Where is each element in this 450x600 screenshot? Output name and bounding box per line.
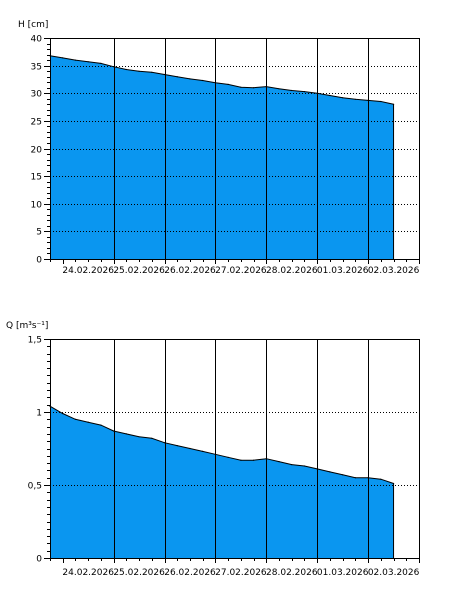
chart-2: 0 0,5 1 1,5 24.02.2026 25.02.2026 26.02.2026 27… [6, 321, 420, 578]
x-tick-label: 27.02.2026 [215, 266, 267, 276]
data-point [100, 62, 102, 64]
data-point [380, 100, 382, 103]
data-point [125, 433, 127, 435]
data-point [62, 57, 64, 59]
data-point [240, 459, 242, 461]
y-tick-label: 10 [31, 201, 43, 211]
data-point [278, 88, 280, 90]
x-tick-label: 02.03.2026 [368, 568, 420, 578]
data-point [354, 98, 356, 100]
data-point [227, 456, 229, 458]
data-point [202, 450, 204, 452]
data-point [240, 86, 242, 88]
x-tick-label: 01.03.2026 [317, 266, 369, 276]
y-tick-label: 0 [36, 555, 42, 565]
y-tick-label: 30 [31, 90, 43, 100]
data-point [253, 87, 255, 89]
data-point [189, 447, 191, 450]
y-tick-label: 0,5 [28, 482, 42, 492]
data-line [49, 55, 394, 105]
data-point [329, 471, 331, 473]
data-point [113, 430, 115, 432]
data-point [303, 91, 306, 93]
y-tick-label: 35 [31, 63, 42, 73]
x-tick-label: 01.03.2026 [317, 568, 369, 578]
y-tick-label: 0 [36, 256, 42, 266]
data-point [87, 61, 89, 63]
data-point [163, 442, 166, 444]
data-point [202, 79, 204, 82]
data-point [151, 71, 153, 73]
y-axis-unit-label: H [cm] [18, 20, 48, 30]
x-tick-label: 26.02.2026 [164, 568, 216, 578]
data-point [100, 424, 102, 426]
x-tick-label: 28.02.2026 [266, 568, 318, 578]
x-tick-label: 24.02.2026 [62, 568, 114, 578]
data-point [62, 412, 64, 415]
x-tick-label: 26.02.2026 [164, 266, 216, 276]
x-tick-label: 28.02.2026 [266, 266, 318, 276]
y-tick-label: 40 [31, 35, 43, 45]
y-tick-label: 5 [36, 228, 42, 238]
x-tick-label: 02.03.2026 [368, 266, 420, 276]
data-point [138, 70, 140, 72]
data-point [87, 421, 89, 423]
data-point [176, 445, 178, 447]
plot-frame [50, 38, 420, 260]
y-tick-label: 20 [31, 146, 43, 156]
data-point [354, 477, 356, 479]
data-point [253, 459, 255, 461]
y-axis-unit-label: Q [m³s⁻¹] [6, 321, 48, 331]
data-point [138, 436, 140, 438]
data-point [329, 94, 331, 97]
data-point [163, 73, 166, 76]
x-tick-label: 25.02.2026 [113, 266, 165, 276]
data-point [380, 478, 382, 480]
y-tick-label: 1 [36, 409, 42, 419]
data-area [50, 55, 394, 260]
data-point [74, 59, 76, 61]
y-tick-label: 25 [31, 118, 42, 128]
data-point [342, 474, 344, 476]
data-point [189, 78, 191, 80]
data-point [291, 464, 293, 466]
y-tick-label: 1,5 [28, 336, 42, 346]
data-point [278, 461, 280, 463]
data-point [342, 97, 344, 99]
data-area [50, 406, 394, 558]
plot-frame [50, 339, 420, 559]
x-tick-label: 24.02.2026 [62, 266, 114, 276]
data-point [151, 437, 153, 439]
data-point [291, 89, 293, 92]
chart-1: 0 5 10 15 20 25 30 35 40 24.02.2026 25.02.2026 26.0… [18, 20, 420, 276]
data-point [303, 465, 306, 467]
data-point [125, 68, 127, 71]
x-tick-label: 25.02.2026 [113, 568, 165, 578]
data-line [49, 405, 394, 484]
data-point [227, 83, 229, 85]
y-tick-label: 15 [31, 173, 42, 183]
data-point [176, 76, 178, 78]
x-tick-label: 27.02.2026 [215, 568, 267, 578]
data-point [74, 418, 76, 420]
